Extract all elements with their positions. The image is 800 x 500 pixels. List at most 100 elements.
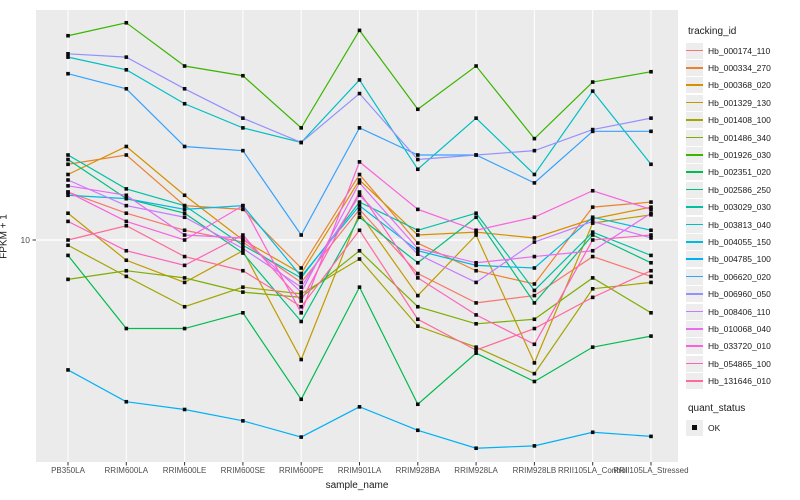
data-point (66, 211, 70, 216)
data-point (649, 69, 653, 74)
data-point (532, 282, 537, 286)
data-point (124, 196, 129, 201)
data-point (474, 64, 478, 68)
data-point (66, 243, 70, 248)
data-point (649, 260, 653, 265)
data-point (649, 434, 653, 439)
data-point (416, 271, 420, 276)
legend-item-label: Hb_000368_020 (708, 80, 771, 91)
data-point (124, 211, 129, 216)
data-point (532, 215, 537, 220)
data-point (474, 228, 478, 233)
data-point (241, 290, 245, 294)
legend-item-Hb_001329_130: Hb_001329_130 (686, 94, 798, 111)
data-point (124, 67, 129, 72)
data-point (474, 116, 478, 120)
data-point (590, 286, 595, 291)
data-point (241, 116, 245, 120)
data-point (649, 129, 653, 134)
data-point (416, 107, 420, 112)
data-point (357, 126, 362, 130)
legend-key-line-icon (686, 77, 703, 94)
x-tick-label-RRIM928LA: RRIM928LA (454, 466, 498, 475)
data-point (474, 321, 478, 326)
legend-key-line-icon (686, 233, 703, 250)
data-point (532, 326, 537, 331)
data-point (124, 144, 129, 149)
data-point (299, 290, 303, 294)
data-point (241, 240, 245, 244)
data-point (241, 419, 245, 423)
data-point (299, 295, 303, 300)
data-point (66, 55, 70, 59)
legend-item-Hb_008406_110: Hb_008406_110 (686, 303, 798, 320)
legend-item-label: Hb_003029_030 (708, 202, 771, 213)
data-point (124, 203, 129, 208)
legend-item-Hb_004785_100: Hb_004785_100 (686, 251, 798, 268)
data-point (357, 28, 362, 33)
data-point (124, 268, 129, 273)
data-point (416, 248, 420, 253)
data-point (532, 181, 537, 185)
x-tick-label-PB350LA: PB350LA (51, 466, 85, 475)
legend-item-Hb_002351_020: Hb_002351_020 (686, 164, 798, 181)
data-point (66, 190, 70, 194)
data-point (299, 280, 303, 285)
data-point (590, 276, 595, 280)
data-point (357, 78, 362, 82)
data-point (357, 91, 362, 96)
data-point (532, 361, 537, 365)
data-point (416, 157, 420, 162)
legend-item-label: Hb_010068_040 (708, 323, 771, 334)
data-point (590, 89, 595, 93)
data-point (124, 187, 129, 191)
data-point (590, 215, 595, 220)
legend-key-line-icon (686, 216, 703, 233)
legend-item-label: Hb_006620_020 (708, 271, 771, 282)
data-point (357, 228, 362, 233)
data-point (66, 33, 70, 38)
data-point (182, 280, 187, 285)
data-point (532, 288, 537, 293)
legend-item-Hb_006960_050: Hb_006960_050 (686, 285, 798, 303)
x-tick-label-RRII105LA_Control: RRII105LA_Control (558, 466, 628, 475)
data-point (357, 181, 362, 185)
data-point (474, 230, 478, 234)
data-point (474, 211, 478, 216)
data-point (416, 167, 420, 172)
legend-item-Hb_131646_010: Hb_131646_010 (686, 372, 798, 390)
data-point (474, 215, 478, 220)
legend-item-Hb_010068_040: Hb_010068_040 (686, 320, 798, 337)
x-tick-label-RRIM600LE: RRIM600LE (162, 466, 207, 475)
data-point (474, 351, 478, 355)
data-point (649, 236, 653, 240)
data-point (590, 80, 595, 84)
data-point (66, 51, 70, 56)
data-point (182, 228, 187, 233)
data-point (357, 193, 362, 198)
data-point (357, 211, 362, 216)
x-tick-label-RRIM600LA: RRIM600LA (104, 466, 149, 475)
legend-item-label: Hb_000334_270 (708, 63, 771, 74)
legend-item-Hb_006620_020: Hb_006620_020 (686, 268, 798, 285)
data-point (182, 276, 187, 280)
data-point (241, 233, 245, 237)
data-point (66, 238, 70, 242)
data-point (590, 230, 595, 234)
legend-key-line-icon (686, 42, 703, 59)
data-point (649, 207, 653, 212)
x-tick-label-RRIM928LB: RRIM928LB (512, 466, 557, 475)
legend-key-line-icon (686, 164, 703, 181)
legend-item-label: Hb_001926_030 (708, 150, 771, 161)
data-point (241, 73, 245, 78)
legend-key-line-icon (686, 94, 703, 111)
data-point (649, 200, 653, 204)
legend-key-line-icon (686, 303, 703, 320)
legend-item-Hb_003813_040: Hb_003813_040 (686, 216, 798, 233)
data-point (299, 311, 303, 315)
data-point (474, 260, 478, 265)
data-point (124, 153, 129, 157)
data-point (241, 126, 245, 130)
data-point (590, 345, 595, 349)
